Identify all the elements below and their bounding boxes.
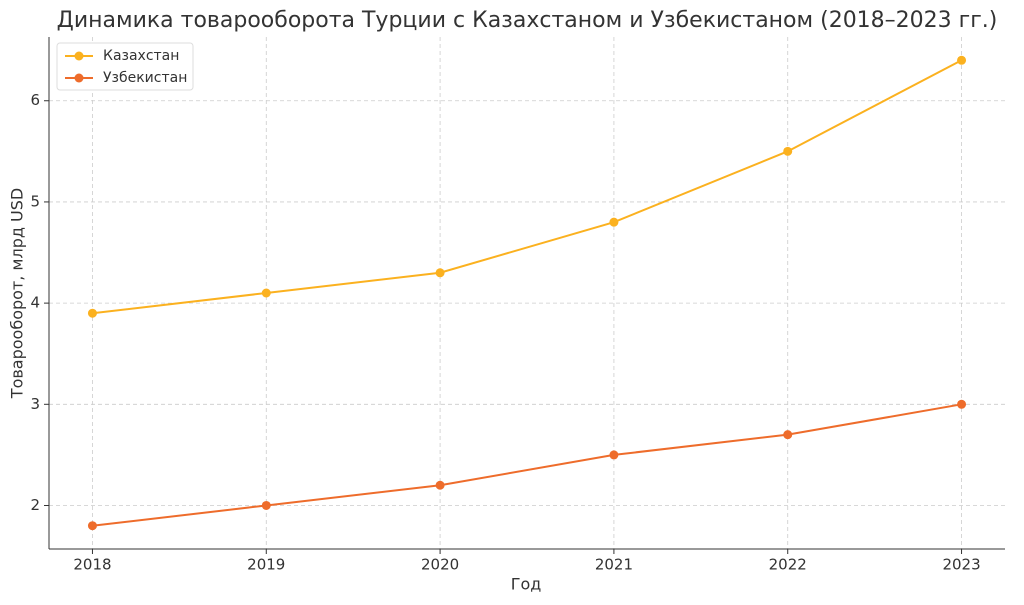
y-tick-label: 5 (30, 192, 40, 210)
x-tick-label: 2018 (73, 556, 111, 574)
y-tick-label: 6 (30, 91, 40, 109)
x-tick-label: 2022 (769, 556, 807, 574)
point (87, 308, 97, 318)
y-tick-label: 3 (30, 395, 40, 413)
legend-label: Казахстан (103, 48, 179, 64)
point (957, 55, 967, 65)
point (435, 480, 445, 490)
point (435, 268, 445, 278)
point (609, 217, 619, 227)
point (609, 450, 619, 460)
y-axis-label: Товарооборот, млрд USD (8, 188, 27, 399)
legend-marker (74, 51, 84, 61)
chart-title: Динамика товарооборота Турции с Казахста… (57, 8, 998, 33)
point (261, 500, 271, 510)
point (87, 521, 97, 531)
x-tick-label: 2019 (247, 556, 285, 574)
legend-marker (74, 73, 84, 83)
y-tick-label: 4 (30, 294, 40, 312)
x-tick-label: 2021 (595, 556, 633, 574)
x-tick-label: 2023 (942, 556, 980, 574)
series-line (92, 403, 962, 527)
point (783, 430, 793, 440)
y-tick-label: 2 (30, 496, 40, 514)
x-tick-label: 2020 (421, 556, 459, 574)
point (261, 288, 271, 298)
point (783, 146, 793, 156)
legend-label: Узбекистан (103, 70, 187, 86)
series-line (92, 59, 963, 315)
point (957, 399, 967, 409)
x-axis-label: Год (511, 575, 542, 594)
